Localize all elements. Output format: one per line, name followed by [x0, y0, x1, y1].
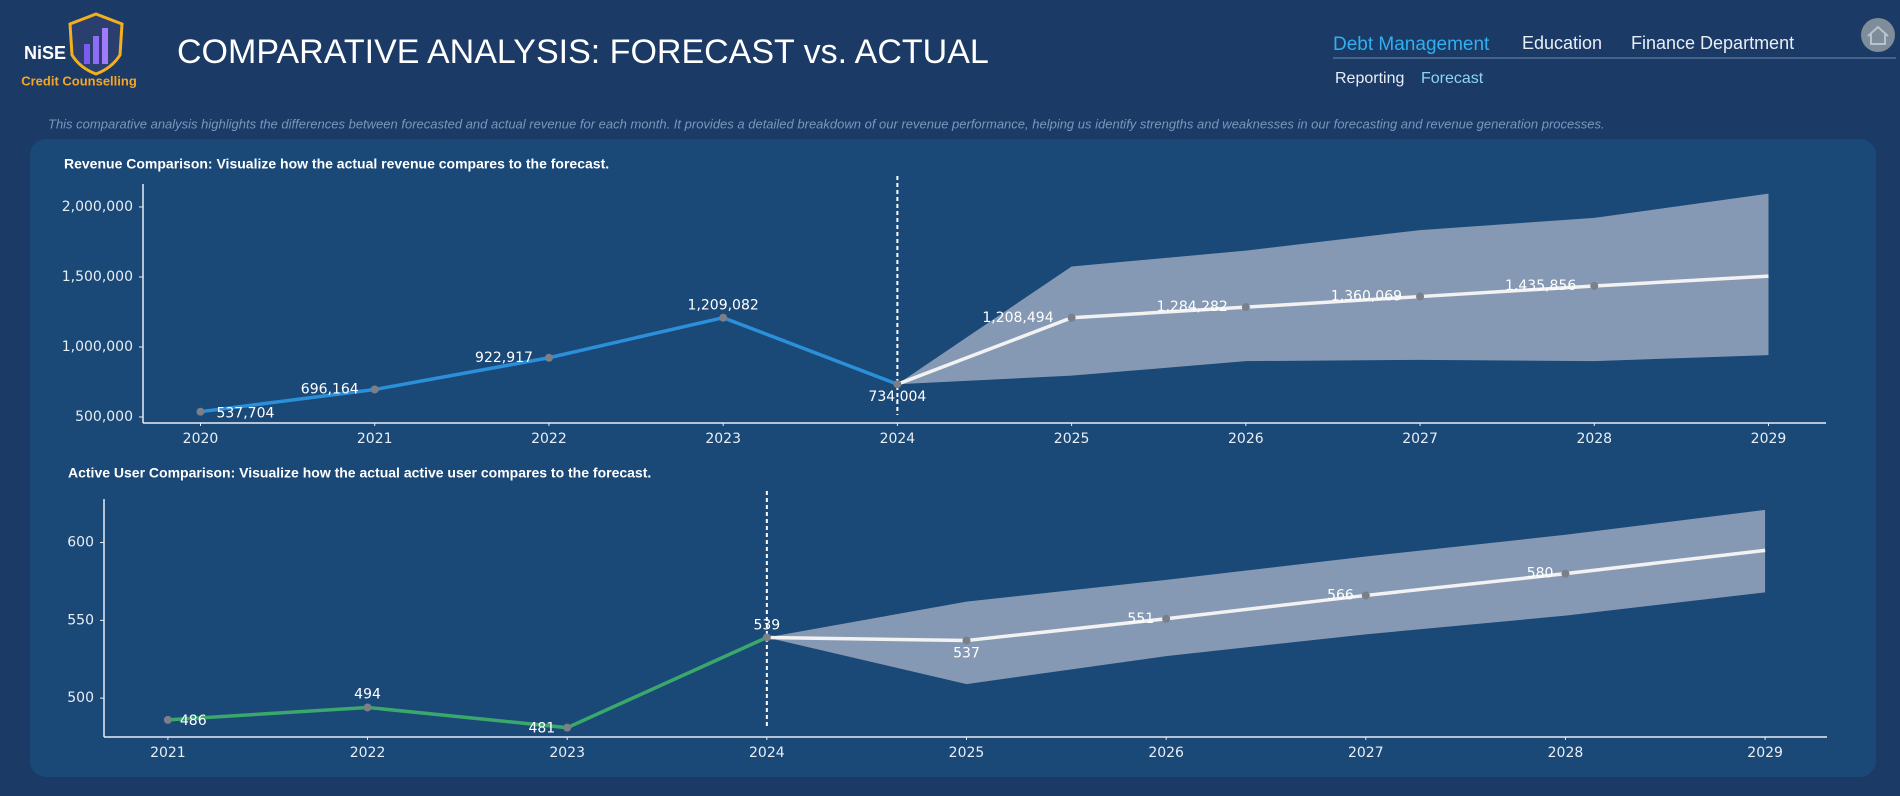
data-label: 537	[953, 646, 980, 662]
data-label: 1,284,282	[1157, 299, 1228, 315]
chart-title: Active User Comparison: Visualize how th…	[68, 465, 651, 481]
y-tick-label: 2,000,000	[62, 199, 133, 215]
home-icon	[1867, 25, 1889, 45]
series-line	[167, 635, 768, 730]
data-label: 1,208,494	[982, 310, 1053, 326]
data-point	[563, 723, 572, 732]
logo-subtitle: Credit Counselling	[21, 73, 137, 88]
data-point	[1361, 591, 1370, 600]
x-tick-label: 2020	[183, 431, 219, 447]
data-label: 580	[1527, 566, 1554, 582]
data-point	[196, 407, 205, 416]
data-point	[1561, 569, 1570, 578]
x-tick-label: 2021	[150, 745, 186, 761]
x-tick-label: 2024	[749, 745, 785, 761]
data-label: 566	[1327, 587, 1354, 603]
description: This comparative analysis highlights the…	[48, 116, 1605, 131]
charts: Revenue Comparison: Visualize how the ac…	[62, 156, 1827, 761]
x-tick-label: 2027	[1402, 431, 1438, 447]
data-point	[762, 633, 771, 642]
nav-tab[interactable]: Finance Department	[1631, 33, 1794, 53]
data-label: 696,164	[301, 382, 359, 398]
data-label: 1,435,856	[1505, 278, 1576, 294]
data-point	[363, 703, 372, 712]
confidence-band	[766, 509, 1766, 685]
x-tick-label: 2022	[350, 745, 386, 761]
data-label: 539	[753, 617, 780, 633]
data-label: 494	[354, 686, 381, 702]
data-point	[1590, 281, 1599, 290]
data-label: 486	[180, 713, 207, 729]
series-line	[766, 548, 1766, 643]
data-label: 551	[1127, 611, 1154, 627]
x-tick-label: 2021	[357, 431, 393, 447]
y-tick-label: 500,000	[75, 409, 133, 425]
x-tick-label: 2025	[949, 745, 985, 761]
x-tick-label: 2028	[1548, 745, 1584, 761]
data-point	[544, 353, 553, 362]
x-tick-label: 2023	[705, 431, 741, 447]
logo-bar	[93, 36, 99, 64]
data-point	[719, 313, 728, 322]
x-tick-label: 2022	[531, 431, 567, 447]
x-tick-label: 2028	[1576, 431, 1612, 447]
x-tick-label: 2029	[1751, 431, 1787, 447]
y-tick-label: 500	[67, 690, 94, 706]
nav-tab[interactable]: Debt Management	[1333, 34, 1490, 55]
data-point	[1416, 292, 1425, 301]
confidence-band	[897, 193, 1769, 385]
x-tick-label: 2026	[1148, 745, 1184, 761]
logo-bar	[102, 28, 108, 64]
nav-subtab[interactable]: Forecast	[1421, 70, 1484, 87]
x-tick-label: 2023	[549, 745, 585, 761]
x-tick-label: 2027	[1348, 745, 1384, 761]
data-label: 734,004	[868, 389, 926, 405]
data-point	[962, 636, 971, 645]
x-tick-label: 2029	[1747, 745, 1783, 761]
x-tick-label: 2025	[1054, 431, 1090, 447]
y-tick-label: 1,000,000	[62, 339, 133, 355]
home-circle	[1861, 18, 1895, 52]
logo: NiSE Credit Counselling	[21, 12, 137, 88]
data-point	[370, 385, 379, 394]
data-point	[1162, 614, 1171, 623]
data-label: 481	[528, 721, 555, 737]
data-label: 922,917	[475, 350, 533, 366]
data-label: 1,360,069	[1331, 289, 1402, 305]
logo-name: NiSE	[24, 43, 66, 63]
chart-title: Revenue Comparison: Visualize how the ac…	[64, 156, 609, 172]
y-tick-label: 1,500,000	[62, 269, 133, 285]
y-tick-label: 600	[67, 535, 94, 551]
home-button[interactable]	[1861, 18, 1895, 52]
series-line	[896, 274, 1769, 386]
data-point	[1067, 313, 1076, 322]
nav-subtab[interactable]: Reporting	[1335, 70, 1404, 87]
data-label: 537,704	[216, 406, 274, 422]
logo-bar	[84, 44, 90, 64]
data-label: 1,209,082	[688, 298, 759, 314]
data-point	[893, 380, 902, 389]
data-point	[163, 715, 172, 724]
nav-tab[interactable]: Education	[1522, 33, 1602, 53]
y-tick-label: 550	[67, 612, 94, 628]
x-tick-label: 2024	[880, 431, 916, 447]
x-tick-label: 2026	[1228, 431, 1264, 447]
page-title: COMPARATIVE ANALYSIS: FORECAST vs. ACTUA…	[177, 33, 989, 71]
data-point	[1241, 303, 1250, 312]
